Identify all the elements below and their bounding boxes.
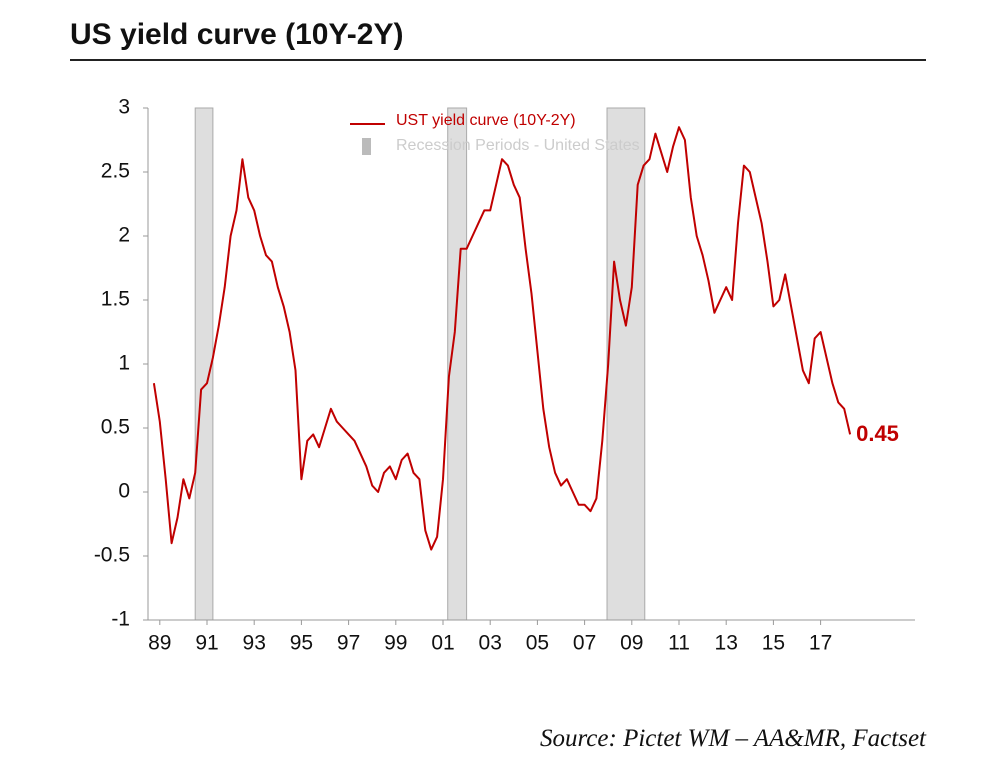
x-tick-label: 13 — [715, 632, 738, 655]
source: Source: Pictet WM – AA&MR, Factset — [540, 725, 927, 752]
y-tick-label: 1 — [118, 352, 130, 375]
series-line — [152, 126, 852, 551]
y-tick-label: 3 — [118, 96, 130, 119]
x-tick-label: 99 — [384, 632, 407, 655]
x-tick-label: 05 — [526, 632, 549, 655]
x-tick-label: 97 — [337, 632, 360, 655]
legend-label: Recession Periods - United States — [396, 137, 640, 154]
chart-title: US yield curve (10Y-2Y) — [70, 18, 404, 51]
y-tick-label: -1 — [111, 608, 130, 631]
legend-label: UST yield curve (10Y-2Y) — [396, 112, 576, 129]
recession-band — [606, 107, 646, 621]
y-tick-label: 2.5 — [101, 160, 130, 183]
x-tick-label: 91 — [195, 632, 218, 655]
x-tick-label: 09 — [620, 632, 643, 655]
end-label: 0.45 — [856, 421, 899, 446]
x-tick-label: 89 — [148, 632, 171, 655]
x-tick-label: 03 — [479, 632, 502, 655]
x-tick-label: 15 — [762, 632, 785, 655]
x-tick-label: 17 — [809, 632, 832, 655]
y-tick-label: 0.5 — [101, 416, 130, 439]
x-tick-label: 11 — [668, 632, 690, 655]
y-tick-label: 0 — [118, 480, 130, 503]
recession-band — [194, 107, 214, 621]
y-tick-label: 1.5 — [101, 288, 130, 311]
x-tick-label: 95 — [290, 632, 313, 655]
y-tick-label: -0.5 — [94, 544, 130, 567]
x-tick-label: 93 — [243, 632, 266, 655]
y-tick-label: 2 — [118, 224, 130, 247]
x-tick-label: 07 — [573, 632, 596, 655]
legend-swatch — [362, 138, 371, 155]
x-tick-label: 01 — [431, 632, 454, 655]
